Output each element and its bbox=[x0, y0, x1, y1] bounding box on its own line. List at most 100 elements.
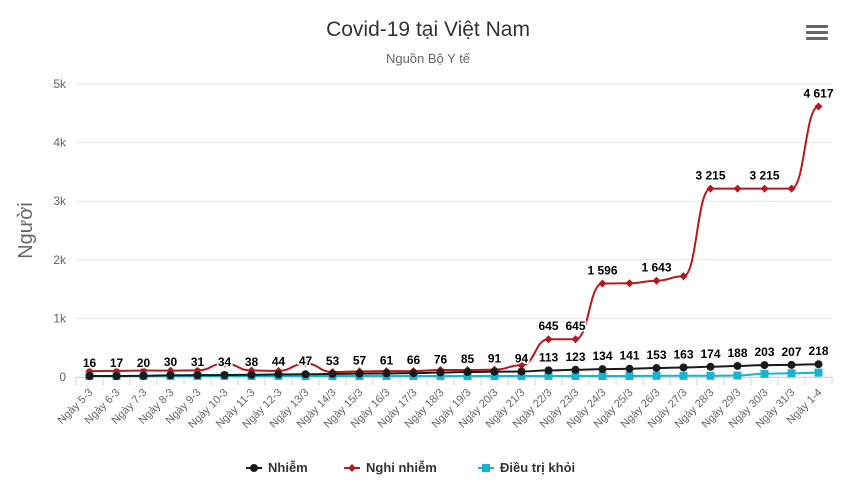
y-tick-label: 5k bbox=[53, 77, 67, 91]
data-point bbox=[382, 369, 391, 378]
data-label: 31 bbox=[191, 355, 205, 369]
hamburger-menu-icon[interactable] bbox=[804, 22, 830, 44]
y-tick-label: 0 bbox=[59, 370, 66, 384]
data-label: 47 bbox=[299, 354, 313, 368]
y-tick-label: 3k bbox=[53, 194, 67, 208]
data-label: 123 bbox=[565, 350, 585, 364]
data-point bbox=[301, 359, 310, 368]
data-point bbox=[733, 371, 742, 380]
data-point bbox=[760, 184, 769, 193]
data-point bbox=[112, 372, 121, 381]
data-point bbox=[679, 363, 688, 372]
data-point bbox=[598, 365, 607, 374]
menu-bar bbox=[806, 25, 828, 28]
data-point bbox=[652, 276, 661, 285]
data-label: 4 617 bbox=[803, 86, 833, 100]
data-label: 3 215 bbox=[695, 169, 725, 183]
data-label: 1 643 bbox=[641, 261, 671, 275]
data-point bbox=[598, 279, 607, 288]
y-tick-label: 1k bbox=[53, 311, 67, 325]
data-point bbox=[679, 272, 688, 281]
data-point bbox=[814, 368, 823, 377]
data-point bbox=[274, 370, 283, 379]
data-point bbox=[814, 360, 823, 369]
data-label: 16 bbox=[83, 356, 97, 370]
data-label: 53 bbox=[326, 354, 340, 368]
legend-item-label[interactable]: Nhiễm bbox=[268, 460, 308, 475]
legend-item-label[interactable]: Điều trị khỏi bbox=[500, 460, 575, 475]
series-line-nghi-nhiem bbox=[89, 105, 819, 374]
data-point bbox=[139, 371, 148, 380]
data-label: 645 bbox=[538, 319, 558, 333]
data-point bbox=[301, 370, 310, 379]
data-point bbox=[436, 368, 445, 377]
chart-title: Covid-19 tại Việt Nam bbox=[326, 18, 530, 41]
data-point bbox=[733, 184, 742, 193]
data-point bbox=[706, 362, 715, 371]
data-point bbox=[490, 372, 499, 381]
data-label: 141 bbox=[619, 349, 639, 363]
data-label: 94 bbox=[515, 351, 529, 365]
data-label: 3 215 bbox=[749, 169, 779, 183]
series-line-nhiem bbox=[89, 363, 819, 378]
data-label: 76 bbox=[434, 353, 448, 367]
data-point bbox=[463, 368, 472, 377]
data-label: 163 bbox=[673, 347, 693, 361]
data-label: 20 bbox=[137, 356, 151, 370]
data-point bbox=[760, 361, 769, 370]
data-point bbox=[517, 372, 526, 381]
data-point bbox=[706, 371, 715, 380]
menu-bar bbox=[806, 31, 828, 34]
data-point bbox=[787, 369, 796, 378]
y-axis-label: Người bbox=[15, 202, 37, 259]
data-label: 218 bbox=[808, 344, 828, 358]
legend-marker bbox=[250, 464, 258, 472]
data-label: 34 bbox=[218, 355, 232, 369]
data-point bbox=[787, 184, 796, 193]
data-point bbox=[220, 371, 229, 380]
data-label: 30 bbox=[164, 355, 178, 369]
data-point bbox=[598, 372, 607, 381]
data-point bbox=[85, 372, 94, 381]
data-point bbox=[571, 335, 580, 344]
data-point bbox=[544, 366, 553, 375]
legend-item-label[interactable]: Nghi nhiễm bbox=[366, 460, 437, 475]
data-label: 17 bbox=[110, 356, 124, 370]
data-point bbox=[706, 184, 715, 193]
data-label: 57 bbox=[353, 354, 367, 368]
data-label: 1 596 bbox=[587, 263, 617, 277]
data-point bbox=[328, 369, 337, 378]
legend-marker bbox=[482, 464, 490, 472]
data-label: 203 bbox=[754, 345, 774, 359]
data-point bbox=[193, 371, 202, 380]
data-point bbox=[517, 367, 526, 376]
data-point bbox=[760, 369, 769, 378]
data-point bbox=[166, 371, 175, 380]
data-point bbox=[409, 369, 418, 378]
data-point bbox=[625, 364, 634, 373]
data-label: 113 bbox=[539, 350, 559, 364]
data-point bbox=[787, 360, 796, 369]
data-label: 153 bbox=[646, 348, 666, 362]
data-point bbox=[571, 365, 580, 374]
data-point bbox=[733, 361, 742, 370]
data-point bbox=[544, 372, 553, 381]
data-point bbox=[463, 372, 472, 381]
data-point bbox=[490, 367, 499, 376]
data-point bbox=[814, 102, 823, 111]
data-label: 207 bbox=[781, 345, 801, 359]
data-label: 91 bbox=[488, 352, 502, 366]
y-tick-label: 4k bbox=[53, 136, 67, 150]
data-label: 645 bbox=[565, 319, 585, 333]
legend-marker bbox=[348, 464, 356, 472]
data-point bbox=[571, 372, 580, 381]
data-label: 38 bbox=[245, 355, 259, 369]
data-point bbox=[652, 364, 661, 373]
menu-bar bbox=[806, 37, 828, 40]
y-tick-label: 2k bbox=[53, 253, 67, 267]
data-point bbox=[544, 335, 553, 344]
data-point bbox=[220, 359, 229, 368]
data-point bbox=[247, 370, 256, 379]
data-label: 134 bbox=[592, 349, 612, 363]
